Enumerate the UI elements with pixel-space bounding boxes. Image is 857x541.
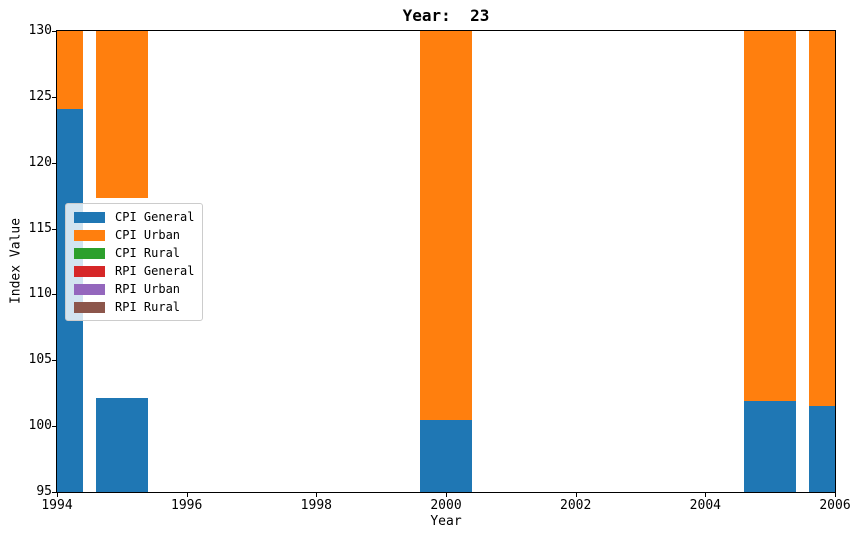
x-tick-mark [316,493,318,497]
bar-1995-cpi-urban-segment [95,31,148,199]
rpi-general-swatch-icon [74,265,105,277]
y-tick-mark [52,96,56,98]
bar-2005-cpi-urban-segment [744,31,797,402]
y-tick-mark [52,162,56,164]
x-tick-label: 1998 [300,498,332,513]
y-tick-label: 100 [28,418,52,434]
y-tick-label: 110 [28,286,52,302]
legend-item-cpi-rural: CPI Rural [74,244,194,262]
bar-2000-cpi-general-segment [420,419,472,492]
x-tick-label: 2004 [689,498,721,513]
legend-item-rpi-general: RPI General [74,262,194,280]
y-tick-label: 130 [28,23,52,38]
legend-item-rpi-rural: RPI Rural [74,298,194,316]
bar-1995-cpi-general-segment [95,398,148,492]
rpi-rural-swatch-icon [74,301,105,313]
y-tick-label: 115 [28,220,52,236]
x-tick-mark [57,493,58,497]
x-tick-label: 2006 [819,498,851,513]
x-axis-label: Year [430,514,462,529]
legend-label: CPI Urban [115,228,181,242]
legend-label: RPI General [115,264,195,278]
legend: CPI General CPI Urban CPI Rural RPI General… [65,203,204,321]
legend-item-cpi-general: CPI General [74,208,194,226]
bar-2005-cpi-general-segment [744,401,797,492]
y-tick-label: 125 [28,88,52,104]
x-tick-mark [186,493,188,497]
y-tick-mark [52,426,56,428]
x-tick-label: 2002 [560,498,592,513]
x-tick-mark [705,493,707,497]
plot-clip [57,31,835,492]
y-tick-label: 95 [36,484,52,499]
y-tick-mark [52,360,56,362]
y-tick-mark [52,294,56,296]
legend-item-cpi-urban: CPI Urban [74,226,194,244]
bar-2006-cpi-urban-segment [809,31,835,407]
y-tick-label: 120 [28,154,52,170]
x-tick-mark [835,493,836,497]
y-tick-label: 105 [28,352,52,368]
rpi-urban-swatch-icon [74,283,105,295]
legend-item-rpi-urban: RPI Urban [74,280,194,298]
y-tick-mark [52,228,56,230]
bar-1994-cpi-urban-segment [57,31,83,109]
x-tick-label: 1996 [171,498,203,513]
legend-label: RPI Rural [115,300,181,314]
x-tick-label: 1994 [41,498,73,513]
legend-label: CPI General [115,210,195,224]
x-tick-mark [446,493,447,497]
x-tick-mark [575,493,577,497]
cpi-urban-swatch-icon [74,229,105,241]
x-tick-label: 2000 [430,498,462,513]
plot-area: CPI General CPI Urban CPI Rural RPI General… [56,30,836,493]
legend-label: CPI Rural [115,246,181,260]
legend-label: RPI Urban [115,282,181,296]
bar-2006-cpi-general-segment [809,406,835,492]
cpi-rural-swatch-icon [74,247,105,259]
chart-title: Year: 23 [402,6,490,25]
y-axis-label: Index Value [8,217,24,305]
y-tick-mark [52,31,56,32]
cpi-general-swatch-icon [74,211,105,223]
y-tick-mark [52,492,56,493]
bar-2000-cpi-urban-segment [420,31,472,420]
